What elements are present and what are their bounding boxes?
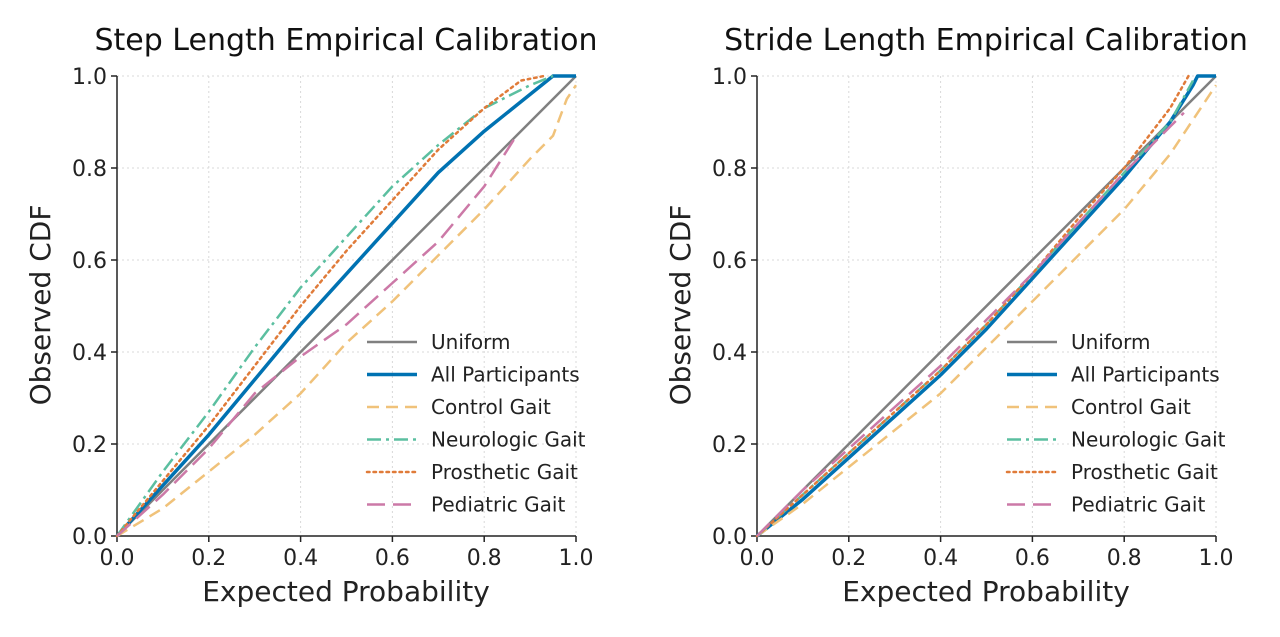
x-tick-label: 0.2 (191, 546, 226, 571)
series-line-pediatric-gait (756, 111, 1185, 537)
series-group (115, 74, 578, 538)
series-line-neurologic-gait (115, 74, 554, 537)
series-line-uniform (116, 75, 577, 537)
x-tick-label: 0.0 (100, 546, 135, 571)
series-line-uniform (756, 75, 1217, 537)
legend-label-control-gait: Control Gait (431, 395, 551, 419)
y-tick-label: 1.0 (72, 65, 107, 90)
x-tick-label: 0.6 (375, 546, 410, 571)
legend: Uniform All Participants Control Gait Neuro… (365, 330, 586, 517)
series-line-all-participants (755, 74, 1216, 538)
series-line-prosthetic-gait (115, 74, 546, 538)
series-group (755, 74, 1218, 538)
series-line-pediatric-gait (116, 135, 518, 537)
legend: Uniform All Participants Control Gait Neuro… (1005, 330, 1226, 517)
y-tick-label: 0.6 (712, 249, 747, 274)
legend-label-neurologic-gait: Neurologic Gait (431, 428, 586, 452)
y-tick-label: 0.8 (72, 157, 107, 182)
x-tick-label: 0.0 (740, 546, 775, 571)
legend-label-neurologic-gait: Neurologic Gait (1071, 428, 1226, 452)
series-line-control-gait (756, 84, 1218, 538)
legend-label-all-participants: All Participants (431, 363, 580, 387)
legend-label-all-participants: All Participants (1071, 363, 1220, 387)
stride-length-chart: Stride Length Empirical Calibration Expe… (664, 23, 1248, 608)
y-tick-label: 0.4 (72, 341, 107, 366)
y-tick-label: 1.0 (712, 65, 747, 90)
y-tick-label: 0.2 (72, 433, 107, 458)
x-tick-label: 0.2 (831, 546, 866, 571)
legend-label-prosthetic-gait: Prosthetic Gait (431, 460, 578, 484)
series-line-all-participants (115, 74, 576, 538)
legend-label-pediatric-gait: Pediatric Gait (431, 493, 565, 517)
series-line-control-gait (116, 84, 578, 538)
y-tick-label: 0.8 (712, 157, 747, 182)
legend-label-prosthetic-gait: Prosthetic Gait (1071, 460, 1218, 484)
y-tick-label: 0.0 (72, 525, 107, 550)
y-axis-label: Observed CDF (24, 205, 57, 406)
x-axis-label: Expected Probability (842, 575, 1130, 608)
legend-label-pediatric-gait: Pediatric Gait (1071, 493, 1205, 517)
x-tick-label: 0.8 (467, 546, 502, 571)
legend-label-control-gait: Control Gait (1071, 395, 1191, 419)
y-tick-label: 0.0 (712, 525, 747, 550)
y-tick-label: 0.2 (712, 433, 747, 458)
y-tick-label: 0.4 (712, 341, 747, 366)
series-line-prosthetic-gait (755, 74, 1190, 538)
chart-title: Step Length Empirical Calibration (94, 23, 597, 58)
step-length-chart: Step Length Empirical Calibration Expect… (24, 23, 598, 608)
x-tick-label: 1.0 (1199, 546, 1234, 571)
x-tick-label: 0.4 (923, 546, 958, 571)
x-tick-label: 0.4 (283, 546, 318, 571)
x-tick-label: 1.0 (559, 546, 594, 571)
legend-label-uniform: Uniform (1071, 330, 1151, 354)
x-tick-label: 0.6 (1015, 546, 1050, 571)
x-axis-label: Expected Probability (202, 575, 490, 608)
y-tick-label: 0.6 (72, 249, 107, 274)
legend-label-uniform: Uniform (431, 330, 511, 354)
x-tick-label: 0.8 (1107, 546, 1142, 571)
chart-title: Stride Length Empirical Calibration (724, 23, 1248, 58)
y-axis-label: Observed CDF (664, 205, 697, 406)
